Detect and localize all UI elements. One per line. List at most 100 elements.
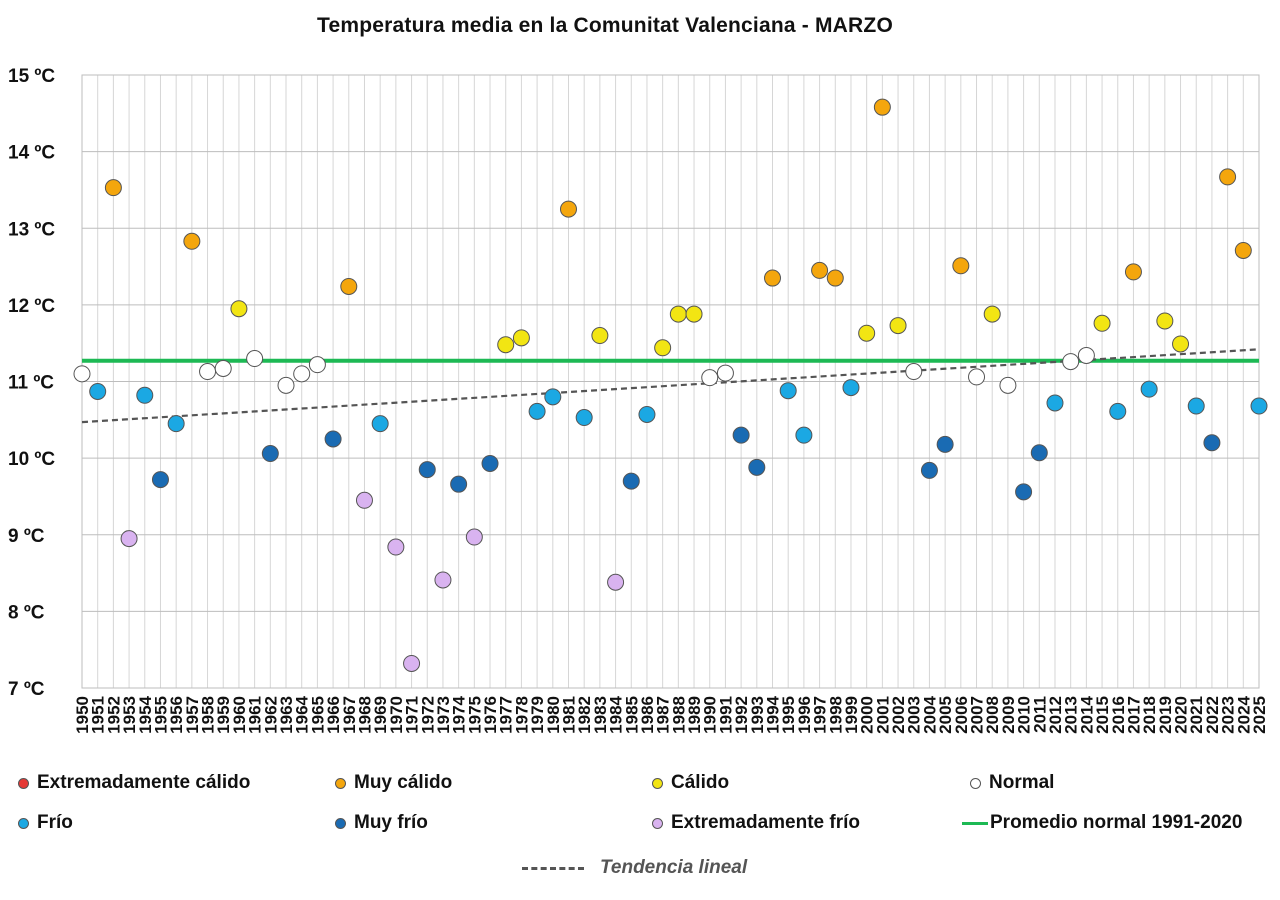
data-point bbox=[638, 405, 656, 423]
x-tick-label: 2018 bbox=[1140, 696, 1159, 734]
data-point bbox=[199, 363, 217, 381]
x-tick-label: 2015 bbox=[1093, 696, 1112, 734]
legend-item-extremadamente-frio: Extremadamente frío bbox=[652, 812, 860, 834]
data-point bbox=[151, 471, 169, 489]
x-tick-label: 1989 bbox=[685, 696, 704, 734]
data-point bbox=[1093, 314, 1111, 332]
data-point bbox=[418, 461, 436, 479]
x-tick-label: 1975 bbox=[465, 696, 484, 734]
x-tick-label: 1983 bbox=[591, 696, 610, 734]
chart-title: Temperatura media en la Comunitat Valenc… bbox=[317, 14, 893, 37]
x-tick-label: 2014 bbox=[1077, 695, 1096, 733]
x-tick-label: 1955 bbox=[151, 696, 170, 734]
x-tick-label: 2010 bbox=[1015, 696, 1034, 734]
x-tick-label: 1958 bbox=[199, 696, 218, 734]
x-tick-label: 1990 bbox=[701, 696, 720, 734]
data-point bbox=[1156, 312, 1174, 330]
x-tick-label: 1984 bbox=[607, 695, 626, 733]
legend-label: Cálido bbox=[671, 772, 730, 793]
legend-label: Extremadamente cálido bbox=[37, 772, 251, 793]
data-point bbox=[732, 426, 750, 444]
data-point bbox=[465, 528, 483, 546]
x-tick-label: 1970 bbox=[387, 696, 406, 734]
data-point bbox=[858, 324, 876, 342]
x-tick-label: 1971 bbox=[403, 696, 422, 734]
data-point bbox=[1062, 353, 1080, 371]
data-point bbox=[654, 339, 672, 357]
x-tick-label: 1954 bbox=[136, 695, 155, 733]
y-tick-label: 8 ºC bbox=[8, 602, 45, 623]
legend-label: Frío bbox=[37, 812, 73, 833]
data-point bbox=[779, 382, 797, 400]
x-tick-label: 2017 bbox=[1124, 696, 1143, 734]
legend-label: Muy cálido bbox=[354, 772, 453, 793]
data-points bbox=[73, 98, 1268, 672]
data-point bbox=[324, 430, 342, 448]
data-point bbox=[1219, 168, 1237, 186]
x-tick-label: 1995 bbox=[779, 696, 798, 734]
data-point bbox=[905, 363, 923, 381]
legend-item-frio: Frío bbox=[18, 812, 73, 834]
y-tick-label: 11 ºC bbox=[8, 373, 54, 394]
data-point bbox=[701, 369, 719, 387]
x-tick-label: 1964 bbox=[293, 695, 312, 733]
legend-label: Tendencia lineal bbox=[600, 857, 748, 878]
data-point bbox=[826, 269, 844, 287]
data-point bbox=[999, 376, 1017, 394]
data-point bbox=[371, 415, 389, 433]
data-point bbox=[73, 365, 91, 383]
x-tick-label: 1993 bbox=[748, 696, 767, 734]
scatter-chart: 1950195119521953195419551956195719581959… bbox=[8, 66, 1269, 734]
x-tick-label: 2002 bbox=[889, 696, 908, 734]
data-point bbox=[340, 277, 358, 295]
data-point bbox=[481, 454, 499, 472]
x-tick-label: 1996 bbox=[795, 696, 814, 734]
x-tick-label: 1998 bbox=[826, 696, 845, 734]
x-tick-label: 1980 bbox=[544, 696, 563, 734]
x-tick-label: 1957 bbox=[183, 696, 202, 734]
x-tick-label: 2008 bbox=[983, 696, 1002, 734]
y-tick-label: 15 ºC bbox=[8, 66, 55, 87]
x-tick-label: 1977 bbox=[497, 696, 516, 734]
x-tick-label: 1959 bbox=[214, 696, 233, 734]
x-tick-label: 2003 bbox=[905, 696, 924, 734]
x-tick-label: 1965 bbox=[308, 696, 327, 734]
legend-marker-icon bbox=[18, 817, 29, 829]
axis-labels: 1950195119521953195419551956195719581959… bbox=[8, 66, 1269, 734]
data-point bbox=[669, 305, 687, 323]
x-tick-label: 1976 bbox=[481, 696, 500, 734]
x-tick-label: 1988 bbox=[669, 696, 688, 734]
legend-item-normal: Normal bbox=[970, 772, 1054, 794]
x-tick-label: 2007 bbox=[968, 696, 987, 734]
data-point bbox=[748, 458, 766, 476]
legend-label: Promedio normal 1991-2020 bbox=[990, 812, 1243, 833]
x-tick-label: 1968 bbox=[355, 696, 374, 734]
data-point bbox=[497, 336, 515, 354]
x-tick-label: 2016 bbox=[1109, 696, 1128, 734]
data-point bbox=[1203, 434, 1221, 452]
legend-label: Normal bbox=[989, 772, 1055, 793]
x-tick-label: 1967 bbox=[340, 696, 359, 734]
x-tick-label: 2004 bbox=[920, 695, 939, 733]
x-tick-label: 1981 bbox=[559, 696, 578, 734]
legend-marker-icon bbox=[335, 817, 346, 829]
data-point bbox=[293, 365, 311, 383]
x-tick-label: 1950 bbox=[73, 696, 92, 734]
x-tick-label: 2025 bbox=[1250, 696, 1269, 734]
data-point bbox=[607, 573, 625, 591]
legend-marker-icon bbox=[652, 777, 663, 789]
data-point bbox=[1046, 394, 1064, 412]
data-point bbox=[873, 98, 891, 116]
data-point bbox=[120, 530, 138, 548]
x-tick-label: 1953 bbox=[120, 696, 139, 734]
x-tick-label: 1999 bbox=[842, 696, 861, 734]
legend-marker-icon bbox=[335, 777, 346, 789]
x-tick-label: 2005 bbox=[936, 696, 955, 734]
data-point bbox=[983, 305, 1001, 323]
data-point bbox=[952, 257, 970, 275]
data-point bbox=[104, 179, 122, 197]
x-tick-label: 1973 bbox=[434, 696, 453, 734]
data-point bbox=[450, 475, 468, 493]
data-point bbox=[1250, 397, 1268, 415]
x-tick-label: 2001 bbox=[873, 696, 892, 734]
